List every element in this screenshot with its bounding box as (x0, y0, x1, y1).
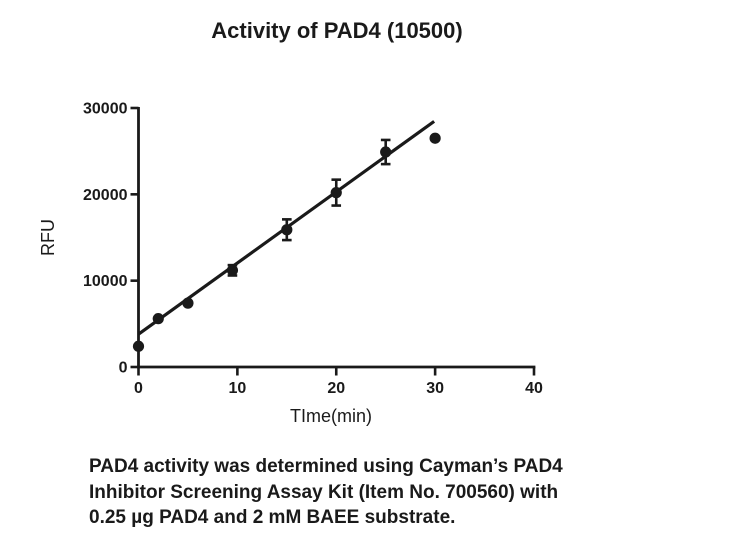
figure-caption: PAD4 activity was determined using Cayma… (89, 454, 669, 531)
data-point (132, 340, 145, 352)
x-tick-label: 20 (327, 380, 345, 397)
caption-line-1: PAD4 activity was determined using Cayma… (89, 456, 563, 477)
data-point (281, 224, 293, 236)
data-point (152, 313, 164, 325)
y-tick-label: 0 (119, 360, 128, 377)
caption-line-3: 0.25 µg PAD4 and 2 mM BAEE substrate. (89, 507, 456, 528)
chart-title: Activity of PAD4 (10500) (211, 18, 463, 43)
caption-line-2: Inhibitor Screening Assay Kit (Item No. … (89, 481, 559, 503)
x-tick-label: 40 (525, 380, 543, 397)
data-point (182, 297, 194, 309)
y-axis-title: RFU (38, 219, 58, 256)
x-tick-label: 0 (134, 380, 143, 397)
data-point (330, 187, 342, 199)
x-axis-title: TIme(min) (290, 406, 372, 426)
x-tick-label: 10 (228, 380, 246, 397)
y-tick-label: 30000 (83, 101, 128, 118)
y-tick-label: 10000 (83, 273, 128, 290)
y-tick-label: 20000 (83, 187, 128, 204)
data-point (380, 146, 392, 158)
data-point (226, 264, 239, 276)
data-point (429, 132, 441, 144)
x-tick-label: 30 (426, 380, 444, 397)
